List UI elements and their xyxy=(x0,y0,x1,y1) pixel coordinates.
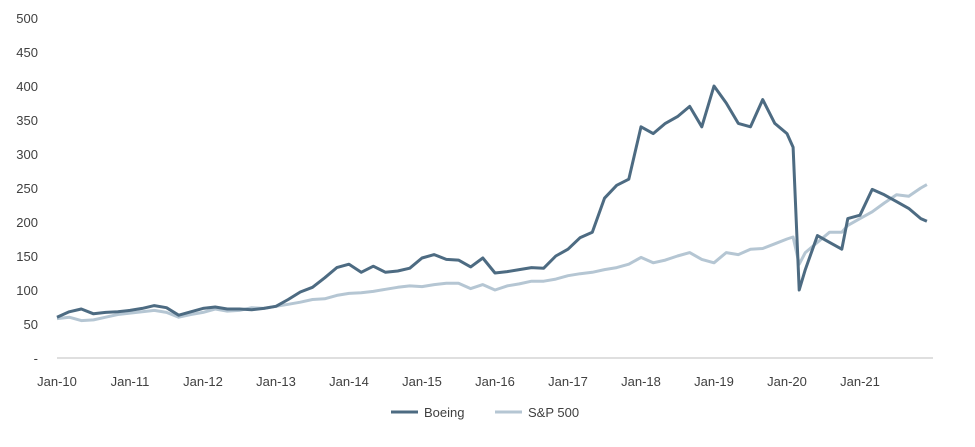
y-tick-label: 100 xyxy=(16,283,38,298)
x-tick-label: Jan-13 xyxy=(256,374,296,389)
plot-lines xyxy=(56,84,928,323)
y-tick-label: 150 xyxy=(16,249,38,264)
y-tick-label: 350 xyxy=(16,113,38,128)
y-axis: - 50 100 150 200 250 300 350 400 450 500 xyxy=(16,11,38,366)
legend-label: Boeing xyxy=(424,405,464,420)
x-tick-label: Jan-17 xyxy=(548,374,588,389)
legend-label: S&P 500 xyxy=(528,405,579,420)
y-tick-label: 400 xyxy=(16,79,38,94)
x-tick-label: Jan-20 xyxy=(767,374,807,389)
y-tick-label: 200 xyxy=(16,215,38,230)
legend: Boeing S&P 500 xyxy=(391,405,579,420)
y-tick-label: 500 xyxy=(16,11,38,26)
x-tick-label: Jan-21 xyxy=(840,374,880,389)
y-tick-label: 450 xyxy=(16,45,38,60)
x-tick-label: Jan-14 xyxy=(329,374,369,389)
x-tick-label: Jan-12 xyxy=(183,374,223,389)
y-tick-label: - xyxy=(34,351,38,366)
x-tick-label: Jan-18 xyxy=(621,374,661,389)
series-line-boeing xyxy=(56,84,928,319)
x-tick-label: Jan-15 xyxy=(402,374,442,389)
x-tick-label: Jan-10 xyxy=(37,374,77,389)
y-tick-label: 300 xyxy=(16,147,38,162)
y-tick-label: 250 xyxy=(16,181,38,196)
x-axis: Jan-10 Jan-11 Jan-12 Jan-13 Jan-14 Jan-15 Jan-… xyxy=(37,374,880,389)
x-tick-label: Jan-11 xyxy=(111,374,150,389)
y-tick-label: 50 xyxy=(24,317,38,332)
x-tick-label: Jan-19 xyxy=(694,374,734,389)
x-tick-label: Jan-16 xyxy=(475,374,515,389)
